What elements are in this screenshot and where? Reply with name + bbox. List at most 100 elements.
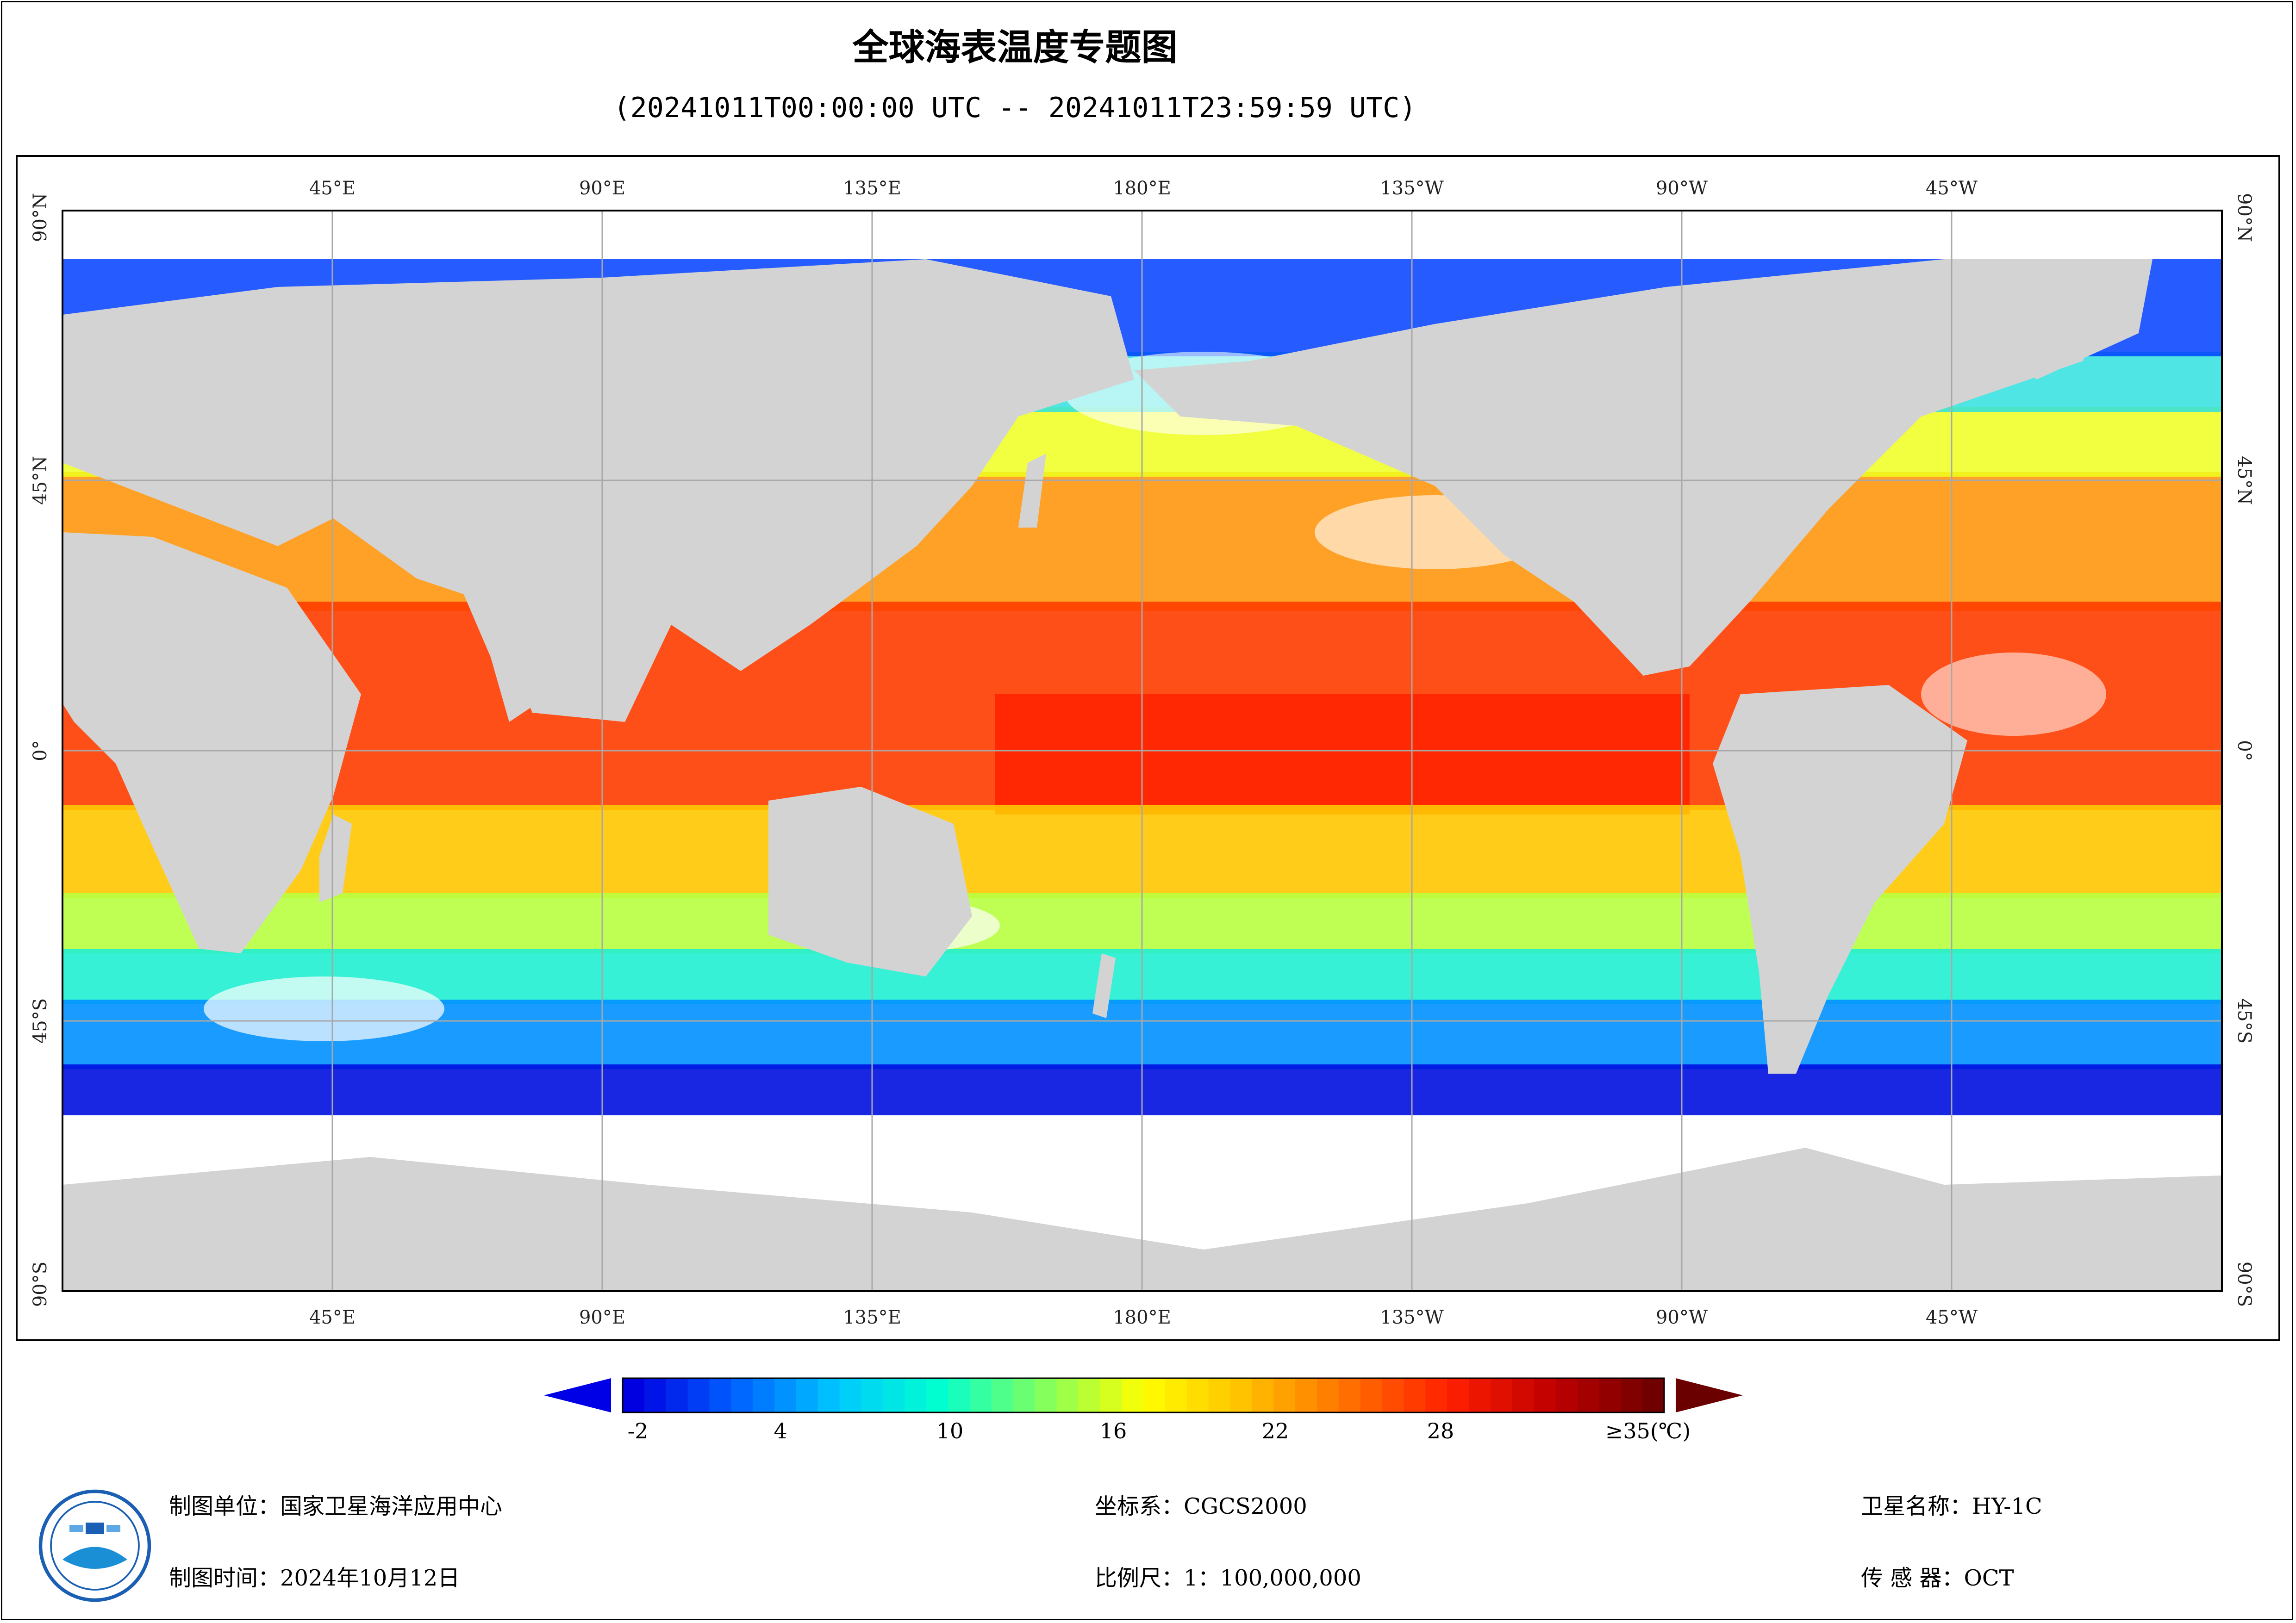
colorbar-cell bbox=[948, 1378, 970, 1412]
lat-label: 90°N bbox=[30, 193, 51, 242]
land-india bbox=[463, 583, 555, 722]
colorbar-cell bbox=[731, 1378, 753, 1412]
colorbar-tick-label: 22 bbox=[1261, 1418, 1289, 1443]
lat-label: 0° bbox=[2234, 740, 2255, 761]
colorbar-cell bbox=[623, 1378, 645, 1412]
map-body bbox=[62, 211, 2222, 1291]
colorbar-tick-label: 4 bbox=[774, 1418, 787, 1443]
lon-label: 45°E bbox=[309, 178, 356, 199]
land-north-america bbox=[1134, 259, 2106, 676]
colorbar-high-arrow bbox=[1676, 1378, 1743, 1412]
lon-label: 45°W bbox=[1926, 1307, 1978, 1328]
land-japan bbox=[1018, 454, 1046, 528]
top-lon-labels: 45°E 90°E 135°E 180°E 135°W 90°W 45°W bbox=[309, 178, 1978, 199]
colorbar-cell bbox=[1230, 1378, 1252, 1412]
colorbar-cell bbox=[1360, 1378, 1383, 1412]
colorbar-cell bbox=[1035, 1378, 1057, 1412]
colorbar-cell bbox=[666, 1378, 688, 1412]
sst-band-equatorial-pacific bbox=[995, 694, 1690, 815]
lon-label: 180°E bbox=[1113, 1307, 1171, 1328]
lat-label: 90°S bbox=[2234, 1262, 2255, 1307]
right-lat-labels: 90°N 45°N 0° 45°S 90°S bbox=[2234, 193, 2255, 1307]
colorbar-cell bbox=[926, 1378, 948, 1412]
colorbar-cell bbox=[644, 1378, 667, 1412]
colorbar-cell bbox=[991, 1378, 1014, 1412]
land-madagascar bbox=[319, 815, 352, 902]
lon-label: 135°E bbox=[843, 1307, 901, 1328]
land-greenland bbox=[1944, 259, 2152, 379]
colorbar-cell bbox=[1491, 1378, 1513, 1412]
sensor-name: 传 感 器：OCT bbox=[1861, 1565, 2014, 1591]
colorbar-cell bbox=[1404, 1378, 1426, 1412]
colorbar-cell bbox=[1642, 1378, 1665, 1412]
colorbar-tick-label: 16 bbox=[1099, 1418, 1127, 1443]
cloud-patch bbox=[1921, 653, 2106, 736]
colorbar-tick-label: -2 bbox=[627, 1418, 649, 1443]
colorbar-tick-label: 28 bbox=[1427, 1418, 1454, 1443]
colorbar-cell bbox=[1078, 1378, 1100, 1412]
lat-label: 90°S bbox=[30, 1262, 51, 1307]
colorbar-cell bbox=[1382, 1378, 1404, 1412]
colorbar-low-arrow bbox=[544, 1378, 611, 1412]
map-scale: 比例尺：1：100,000,000 bbox=[1095, 1565, 1361, 1591]
colorbar bbox=[544, 1377, 1743, 1413]
colorbar-cell bbox=[1534, 1378, 1556, 1412]
colorbar-tick-label: ≥35(℃) bbox=[1605, 1418, 1691, 1443]
colorbar-cell bbox=[753, 1378, 775, 1412]
colorbar-cell bbox=[796, 1378, 818, 1412]
colorbar-cell bbox=[1599, 1378, 1621, 1412]
bottom-lon-labels: 45°E 90°E 135°E 180°E 135°W 90°W 45°W bbox=[309, 1307, 1978, 1328]
colorbar-frame bbox=[622, 1377, 1665, 1413]
colorbar-cell bbox=[774, 1378, 797, 1412]
colorbar-cells bbox=[623, 1378, 1665, 1412]
colorbar-cell bbox=[1143, 1378, 1166, 1412]
lat-label: 90°N bbox=[2234, 193, 2255, 242]
colorbar-cell bbox=[709, 1378, 731, 1412]
colorbar-cell bbox=[1100, 1378, 1122, 1412]
lat-label: 0° bbox=[30, 740, 51, 761]
lon-label: 135°W bbox=[1380, 1307, 1443, 1328]
colorbar-cell bbox=[687, 1378, 710, 1412]
lon-label: 90°E bbox=[579, 178, 625, 199]
graticule bbox=[62, 211, 2222, 1291]
lon-label: 180°E bbox=[1113, 178, 1171, 199]
colorbar-cell bbox=[1252, 1378, 1274, 1412]
colorbar-cell bbox=[1013, 1378, 1036, 1412]
colorbar-cell bbox=[1317, 1378, 1339, 1412]
colorbar-cell bbox=[861, 1378, 883, 1412]
colorbar-cell bbox=[1555, 1378, 1578, 1412]
land-africa bbox=[62, 532, 361, 953]
map-frame bbox=[16, 155, 2280, 1341]
colorbar-cell bbox=[1165, 1378, 1187, 1412]
colorbar-cell bbox=[1208, 1378, 1230, 1412]
map-subtitle: (20241011T00:00:00 UTC -- 20241011T23:59… bbox=[613, 92, 1416, 124]
lon-label: 135°W bbox=[1380, 178, 1443, 199]
colorbar-cell bbox=[1056, 1378, 1079, 1412]
colorbar-cell bbox=[1425, 1378, 1447, 1412]
lat-label: 45°N bbox=[30, 456, 51, 505]
lon-label: 90°W bbox=[1656, 1307, 1708, 1328]
colorbar-cell bbox=[1447, 1378, 1469, 1412]
land-south-america bbox=[1713, 685, 1967, 1074]
left-lat-labels: 90°N 45°N 0° 45°S 90°S bbox=[30, 193, 51, 1307]
colorbar-cell bbox=[1186, 1378, 1209, 1412]
colorbar-cell bbox=[1577, 1378, 1599, 1412]
land-australia bbox=[768, 787, 972, 976]
lat-label: 45°N bbox=[2234, 456, 2255, 505]
colorbar-cell bbox=[1338, 1378, 1361, 1412]
coordinate-system: 坐标系：CGCS2000 bbox=[1095, 1493, 1307, 1519]
colorbar-cell bbox=[1122, 1378, 1144, 1412]
colorbar-cell bbox=[817, 1378, 840, 1412]
colorbar-cell bbox=[1469, 1378, 1491, 1412]
lon-label: 90°W bbox=[1656, 178, 1708, 199]
satellite-name: 卫星名称：HY-1C bbox=[1861, 1493, 2042, 1519]
lon-label: 45°W bbox=[1926, 178, 1978, 199]
map-inner-border bbox=[62, 210, 2223, 1292]
map-title: 全球海表温度专题图 bbox=[852, 27, 1178, 68]
colorbar-cell bbox=[905, 1378, 927, 1412]
cloud-patch bbox=[204, 976, 444, 1041]
colorbar-cell bbox=[1295, 1378, 1317, 1412]
colorbar-cell bbox=[1512, 1378, 1535, 1412]
